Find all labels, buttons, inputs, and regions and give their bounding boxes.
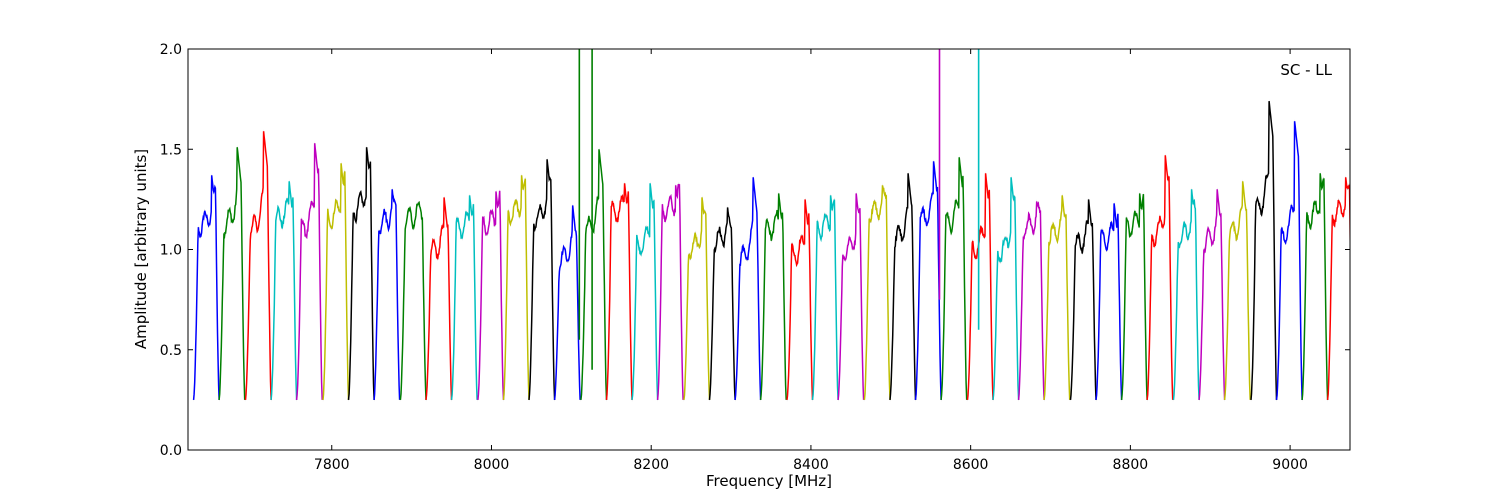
channel-line	[914, 161, 942, 400]
channel-line	[683, 197, 711, 400]
channel-lines	[192, 101, 1350, 400]
channel-line	[450, 195, 478, 400]
channel-line	[399, 200, 427, 400]
x-tick-label: 8000	[474, 457, 510, 473]
channel-line	[528, 159, 556, 400]
plot-background	[188, 49, 1350, 450]
channel-line	[863, 185, 891, 400]
rfi-spikes	[578, 49, 980, 370]
channel-line	[295, 143, 323, 400]
channel-line	[992, 177, 1020, 400]
y-axis: 0.0 0.5 1.0 1.5 2.0	[160, 42, 1350, 459]
channel-line	[244, 131, 272, 400]
y-tick-label: 2.0	[160, 42, 182, 58]
x-tick-label: 8400	[793, 457, 829, 473]
channel-line	[708, 207, 736, 400]
channel-line	[656, 183, 684, 400]
channel-line	[322, 163, 350, 400]
channel-line	[347, 147, 375, 400]
channel-line	[1301, 173, 1329, 400]
channel-line	[631, 183, 659, 400]
x-tick-label: 7800	[314, 457, 350, 473]
channel-line	[837, 193, 865, 400]
channel-line	[734, 177, 762, 400]
channel-line	[966, 173, 994, 400]
y-axis-label: Amplitude [arbitrary units]	[132, 149, 150, 349]
channel-line	[759, 193, 787, 400]
channel-line	[425, 197, 453, 400]
x-axis-label: Frequency [MHz]	[706, 472, 832, 490]
channel-line	[502, 175, 530, 400]
channel-line	[1275, 121, 1303, 400]
channel-line	[373, 189, 401, 400]
channel-line	[1017, 201, 1045, 400]
channel-line	[1043, 195, 1071, 400]
channel-line	[218, 147, 246, 400]
channel-line	[605, 183, 633, 400]
x-tick-label: 9000	[1272, 457, 1308, 473]
channel-line	[940, 157, 968, 400]
x-tick-label: 8600	[953, 457, 989, 473]
y-tick-label: 1.5	[160, 142, 182, 158]
y-tick-label: 0.5	[160, 343, 182, 359]
channel-line	[786, 199, 814, 400]
channel-line	[1250, 101, 1278, 400]
channel-line	[811, 195, 839, 400]
channel-line	[1198, 189, 1226, 400]
channel-line	[192, 175, 220, 400]
channel-band	[760, 191, 787, 402]
channel-line	[1172, 189, 1200, 400]
channel-line	[477, 190, 505, 400]
channel-line	[1120, 193, 1148, 400]
x-tick-label: 8800	[1113, 457, 1149, 473]
channel-line	[1146, 155, 1174, 400]
channel-line	[889, 173, 917, 400]
channel-line	[1326, 177, 1350, 400]
x-tick-label: 8200	[633, 457, 669, 473]
y-tick-label: 0.0	[160, 443, 182, 459]
channel-line	[270, 181, 298, 400]
channel-line	[553, 205, 581, 400]
channel-line	[1069, 199, 1097, 400]
y-tick-label: 1.0	[160, 243, 182, 259]
channel-line	[1223, 181, 1251, 400]
channel-line	[580, 149, 608, 400]
baseline-annotation: SC - LL	[1280, 61, 1332, 79]
x-axis: 7800 8000 8200 8400 8600 8800 9000	[314, 49, 1308, 473]
channel-line	[1095, 203, 1123, 400]
